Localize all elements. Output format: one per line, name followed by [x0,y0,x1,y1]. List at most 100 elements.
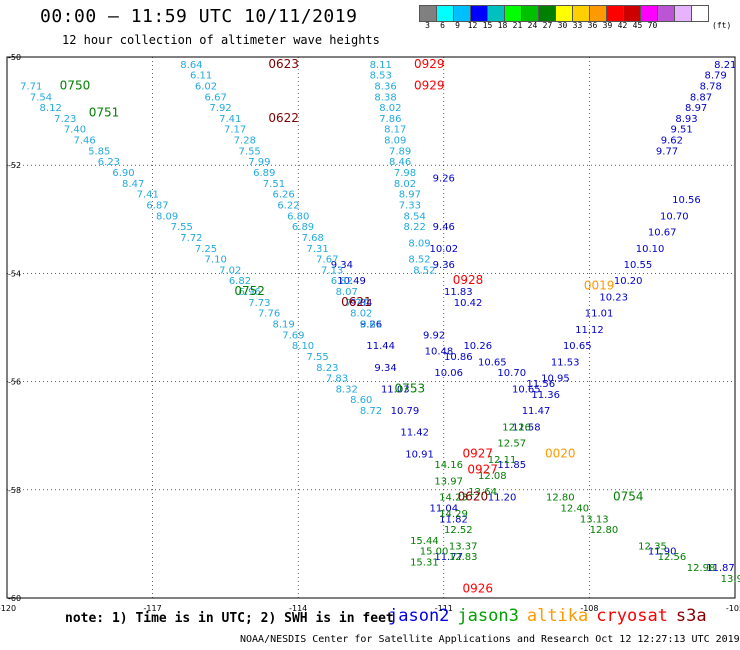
data-label-jason3: 12.35 [638,541,667,552]
color-scale [419,5,709,22]
data-label-jason2: 10.55 [624,260,653,271]
data-label-jason3: 13.13 [580,514,609,525]
data-label-sat-blue-track: 8.93 [675,114,697,125]
data-label-jason2: 11.83 [444,287,473,298]
pass-time-label: 0752 [234,284,265,298]
data-label-jason2: 10.79 [391,406,420,417]
data-label-jason2: 10.06 [434,368,463,379]
data-label-cyan-track: 7.41 [137,190,159,201]
data-label-sat-blue-track: 8.21 [714,60,736,71]
pass-time-label: 0928 [453,273,484,287]
data-label-cyan-track: 7.46 [74,136,96,147]
data-label-sat-blue-track: 9.62 [661,136,683,147]
legend-entry-jason2: jason2 [388,606,450,626]
data-label-cyan-track: 7.17 [224,125,246,136]
data-label-cyan-track: 7.10 [205,255,227,266]
chart-title: 00:00 — 11:59 UTC 10/11/2019 [40,6,358,27]
data-label-jason2: 11.44 [366,341,395,352]
pass-time-label: 0753 [395,381,426,395]
data-label-jason2: 11.36 [531,390,560,401]
data-label-jason2: 10.26 [463,341,492,352]
data-label-cyan-track: 6.67 [205,92,227,103]
data-label-jason3: 15.00 [420,547,449,558]
data-label-jason3: 13.64 [468,487,497,498]
color-scale-label: 15 [482,21,493,30]
data-label-jason2: 10.23 [599,292,628,303]
data-label-jason3: 14.23 [439,493,468,504]
data-label-jason2: 9.36 [433,260,455,271]
data-label-jason3: 13.96 [721,574,740,585]
data-label-cyan-track: 8.10 [292,341,314,352]
data-label-jason3: 12.57 [497,439,526,450]
data-label-jason2: 10.67 [648,228,677,239]
data-label-jason2: 9.34 [374,363,396,374]
legend: jason2 jason3 altika cryosat s3a [388,606,715,626]
y-tick-label: -50 [8,53,21,62]
color-scale-label: 21 [512,21,523,30]
color-scale-label: 39 [602,21,613,30]
data-label-cyan-track: 8.09 [408,238,430,249]
data-label-cyan-track: 8.46 [389,157,411,168]
data-label-jason2: 10.65 [478,357,507,368]
data-label-cyan-track: 7.51 [263,179,285,190]
y-tick-label: -56 [8,378,21,387]
data-label-jason3: 14.29 [439,509,468,520]
data-label-cyan-track: 8.72 [360,406,382,417]
data-label-cyan-track: 7.71 [20,81,42,92]
color-scale-unit: (ft) [712,21,732,30]
note-text: note: 1) Time is in UTC; 2) SWH is in fe… [65,611,394,626]
data-label-cyan-track: 6.80 [287,211,309,222]
data-label-cyan-track: 8.52 [413,265,435,276]
data-label-jason2: 10.20 [614,276,643,287]
data-label-jason3: 13.97 [434,476,463,487]
data-label-jason3: 12.52 [444,525,473,536]
data-label-cyan-track: 7.72 [180,233,202,244]
data-label-cyan-track: 7.28 [234,136,256,147]
data-label-jason2: 10.86 [444,352,473,363]
data-label-jason2: 10.70 [660,211,689,222]
data-label-jason2: 11.77 [434,552,463,563]
data-label-jason2: 10.95 [541,374,570,385]
pass-time-label: 0750 [60,78,91,92]
data-label-jason3: 12.56 [658,552,687,563]
data-label-cyan-track: 7.76 [258,309,280,320]
data-label-jason3: 12.98 [687,563,716,574]
data-label-jason2: 11.53 [551,357,580,368]
data-label-cyan-track: 7.13 [321,265,343,276]
data-label-jason2: 11.42 [400,428,429,439]
color-scale-label: 27 [542,21,553,30]
data-label-jason2: 10.42 [454,298,483,309]
data-label-sat-blue-track: 8.87 [690,92,712,103]
color-scale-label: 18 [497,21,508,30]
data-label-cyan-track: 7.92 [209,103,231,114]
data-label-sat-blue-track: 8.78 [700,81,722,92]
data-label-jason2: 9.84 [350,298,372,309]
data-label-cyan-track: 7.89 [389,146,411,157]
pass-time-label: 0929 [414,57,445,71]
color-scale-label: 12 [467,21,478,30]
data-label-cyan-track: 8.23 [316,363,338,374]
data-label-cyan-track: 7.55 [171,222,193,233]
data-label-jason2: 11.56 [527,379,556,390]
pass-time-label: 0620 [458,490,489,504]
data-label-jason3: 15.44 [410,536,439,547]
data-label-cyan-track: 7.02 [219,265,241,276]
data-label-cyan-track: 8.07 [336,287,358,298]
data-label-jason3: 12.40 [561,503,590,514]
color-scale-label: 3 [425,21,430,30]
legend-entry-s3a: s3a [675,606,707,626]
data-label-cyan-track: 6.89 [292,222,314,233]
data-label-cyan-track: 8.52 [408,255,430,266]
data-label-jason3: 12.80 [546,493,575,504]
data-label-cyan-track: 8.38 [374,92,396,103]
data-label-cyan-track: 7.41 [219,114,241,125]
data-label-jason2: 10.10 [636,244,665,255]
data-label-cyan-track: 6.02 [195,81,217,92]
data-label-jason2: 11.90 [648,547,677,558]
data-label-cyan-track: 5.85 [88,146,110,157]
pass-time-label: 0622 [268,111,299,125]
data-label-cyan-track: 8.32 [336,384,358,395]
x-tick-label: -120 [0,604,16,613]
pass-time-label: 0020 [545,446,576,460]
